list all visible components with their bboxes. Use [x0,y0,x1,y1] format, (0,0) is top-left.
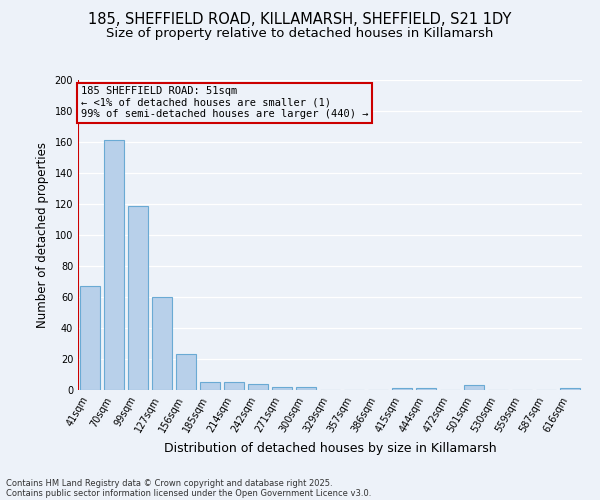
Bar [80,286,100,390]
Bar [392,388,412,390]
Y-axis label: Number of detached properties: Number of detached properties [36,142,49,328]
Bar [248,384,268,390]
X-axis label: Distribution of detached houses by size in Killamarsh: Distribution of detached houses by size … [164,442,496,456]
Text: 185, SHEFFIELD ROAD, KILLAMARSH, SHEFFIELD, S21 1DY: 185, SHEFFIELD ROAD, KILLAMARSH, SHEFFIE… [88,12,512,28]
Bar [104,140,124,390]
Bar [176,354,196,390]
Bar [560,388,580,390]
Bar [272,387,292,390]
Bar [416,388,436,390]
Bar [224,382,244,390]
Bar [128,206,148,390]
Text: Contains public sector information licensed under the Open Government Licence v3: Contains public sector information licen… [6,488,371,498]
Text: 185 SHEFFIELD ROAD: 51sqm
← <1% of detached houses are smaller (1)
99% of semi-d: 185 SHEFFIELD ROAD: 51sqm ← <1% of detac… [80,86,368,120]
Bar [200,382,220,390]
Bar [152,297,172,390]
Bar [296,387,316,390]
Bar [464,386,484,390]
Text: Size of property relative to detached houses in Killamarsh: Size of property relative to detached ho… [106,28,494,40]
Text: Contains HM Land Registry data © Crown copyright and database right 2025.: Contains HM Land Registry data © Crown c… [6,478,332,488]
